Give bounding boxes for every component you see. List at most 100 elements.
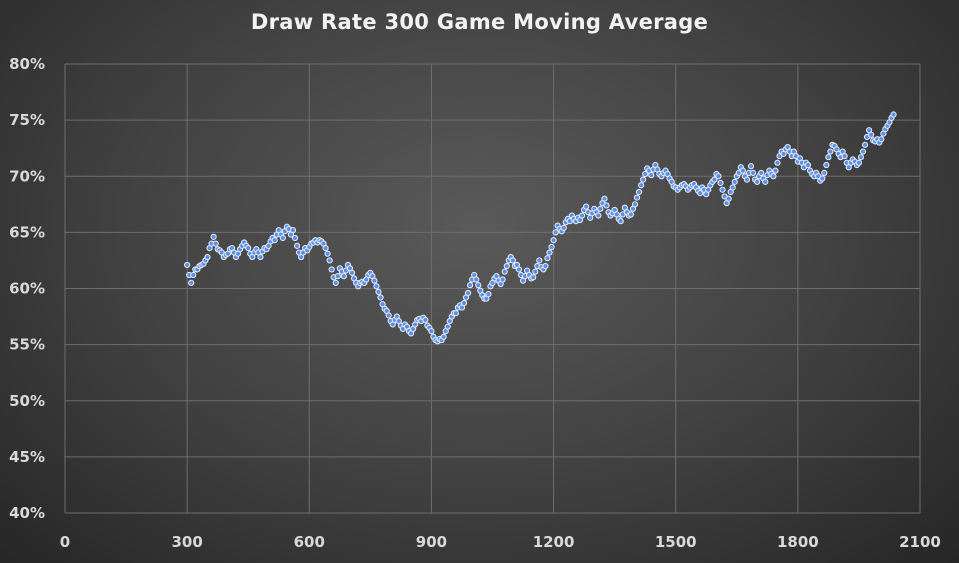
data-point bbox=[377, 294, 384, 301]
data-point bbox=[754, 178, 761, 185]
data-point bbox=[324, 250, 331, 257]
y-tick-label: 60% bbox=[9, 280, 45, 298]
gridlines bbox=[64, 63, 921, 514]
data-point bbox=[475, 282, 482, 289]
data-point bbox=[257, 253, 264, 261]
data-point bbox=[774, 159, 781, 166]
data-point bbox=[578, 212, 586, 219]
data-point bbox=[770, 173, 777, 180]
y-tick-label: 70% bbox=[9, 167, 45, 185]
data-point bbox=[190, 271, 197, 279]
data-point bbox=[747, 163, 755, 170]
data-point bbox=[334, 273, 341, 280]
data-point bbox=[326, 257, 333, 264]
data-point bbox=[444, 323, 451, 330]
data-point bbox=[743, 176, 751, 183]
data-point bbox=[375, 288, 382, 295]
x-tick-label: 900 bbox=[416, 533, 447, 551]
data-point bbox=[503, 262, 510, 270]
data-point bbox=[536, 257, 543, 264]
data-point bbox=[758, 169, 765, 176]
data-point bbox=[859, 148, 867, 155]
data-point bbox=[515, 266, 523, 273]
data-point bbox=[762, 178, 769, 185]
data-point bbox=[467, 282, 474, 289]
data-point bbox=[635, 188, 643, 196]
data-point bbox=[560, 224, 567, 231]
data-point bbox=[271, 237, 278, 244]
data-point bbox=[640, 176, 647, 183]
data-point bbox=[825, 154, 832, 161]
data-point bbox=[552, 229, 559, 236]
data-point bbox=[291, 234, 299, 242]
data-series bbox=[184, 111, 897, 345]
data-point bbox=[729, 184, 736, 191]
data-point bbox=[617, 218, 624, 225]
axis-labels: 0 300 600 900 1200 1500 1800 2100 40% 45% 50% 55% 60… bbox=[9, 55, 941, 551]
data-point bbox=[460, 299, 468, 307]
data-point bbox=[861, 141, 869, 148]
data-point bbox=[509, 257, 516, 264]
x-tick-label: 1200 bbox=[533, 533, 575, 551]
x-tick-label: 2100 bbox=[899, 533, 941, 551]
data-point bbox=[804, 161, 812, 169]
data-point bbox=[597, 205, 604, 212]
data-point bbox=[428, 328, 435, 335]
data-point bbox=[544, 255, 551, 262]
y-tick-label: 55% bbox=[9, 336, 45, 354]
data-point bbox=[725, 195, 732, 202]
data-point bbox=[332, 279, 339, 286]
data-point bbox=[855, 159, 863, 166]
data-point bbox=[633, 194, 641, 201]
data-point bbox=[548, 243, 555, 251]
data-point bbox=[719, 186, 726, 193]
data-point bbox=[648, 172, 655, 179]
data-point bbox=[501, 268, 508, 275]
chart-title: Draw Rate 300 Game Moving Average bbox=[250, 10, 709, 34]
data-point bbox=[385, 312, 392, 319]
data-point bbox=[731, 178, 738, 185]
data-point bbox=[819, 175, 826, 182]
data-point bbox=[631, 201, 639, 208]
data-point bbox=[627, 211, 635, 218]
x-tick-label: 1800 bbox=[777, 533, 819, 551]
data-point bbox=[373, 283, 380, 290]
data-point bbox=[890, 111, 897, 118]
data-point bbox=[772, 167, 779, 174]
data-point bbox=[739, 167, 746, 174]
data-point bbox=[210, 233, 217, 240]
data-point bbox=[328, 266, 335, 273]
data-point bbox=[485, 291, 492, 298]
data-point bbox=[530, 274, 537, 281]
data-point bbox=[715, 173, 722, 180]
data-point bbox=[827, 148, 834, 155]
y-tick-label: 50% bbox=[9, 392, 45, 410]
data-point bbox=[823, 161, 830, 169]
data-point bbox=[542, 262, 549, 270]
x-tick-label: 300 bbox=[171, 533, 202, 551]
data-point bbox=[464, 289, 472, 297]
data-point bbox=[601, 195, 608, 202]
series-0 bbox=[184, 111, 897, 345]
y-tick-label: 80% bbox=[9, 55, 45, 73]
data-point bbox=[371, 277, 378, 284]
data-point bbox=[422, 316, 429, 324]
data-point bbox=[749, 169, 757, 176]
data-point bbox=[583, 203, 590, 210]
data-point bbox=[340, 273, 347, 280]
data-point bbox=[697, 189, 704, 197]
data-point bbox=[184, 261, 191, 269]
data-point bbox=[499, 276, 506, 283]
data-point bbox=[841, 152, 848, 160]
data-point bbox=[348, 269, 356, 276]
data-point bbox=[603, 202, 610, 209]
data-point bbox=[212, 240, 219, 247]
data-point bbox=[245, 244, 252, 252]
x-tick-label: 600 bbox=[294, 533, 325, 551]
x-tick-label: 0 bbox=[60, 533, 70, 551]
data-point bbox=[188, 279, 195, 286]
data-point bbox=[204, 253, 211, 261]
data-point bbox=[440, 333, 447, 340]
